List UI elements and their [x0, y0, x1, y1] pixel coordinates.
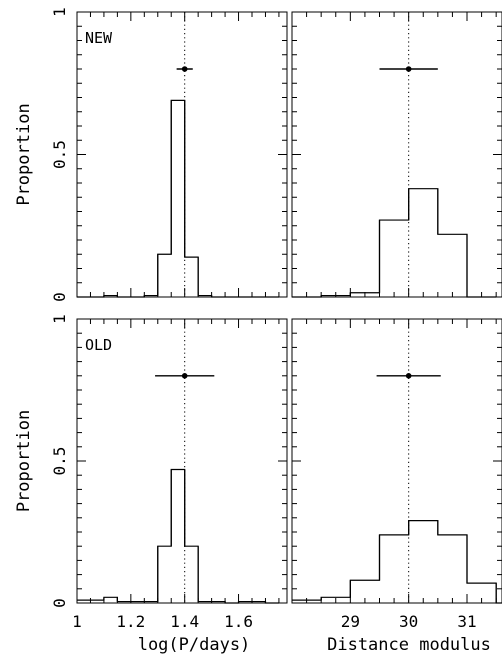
- y-tick-label: 0: [50, 598, 69, 608]
- mean-point: [181, 373, 188, 379]
- y-tick-label: 0: [50, 292, 69, 302]
- panel-old-distance: 29 30 31 Distance modulus: [291, 318, 502, 655]
- panel-old-logP: OLD 0 0.5 1 Proportion 1 1.2 1.4 1.6 log(P/days): [14, 314, 288, 655]
- y-tick-label: 1: [50, 7, 69, 17]
- plot-frame: [76, 318, 288, 604]
- x-tick-label: 30: [399, 612, 418, 631]
- x-tick-label: 29: [341, 612, 360, 631]
- y-axis-label: Proportion: [14, 103, 34, 205]
- x-tick-label: 31: [457, 612, 476, 631]
- histogram-series: [77, 99, 279, 298]
- plot-frame: [291, 11, 502, 298]
- plot-frame: [291, 318, 502, 604]
- histogram-series: [292, 188, 497, 298]
- y-tick-label: 0.5: [50, 447, 69, 476]
- x-axis-label: Distance modulus: [327, 635, 491, 655]
- x-tick-label: 1.6: [224, 612, 253, 631]
- mean-point: [181, 66, 188, 72]
- histogram-series: [77, 468, 279, 604]
- histogram-series: [292, 520, 502, 604]
- mean-point: [405, 66, 412, 72]
- x-tick-label: 1: [72, 612, 82, 631]
- x-axis-label: log(P/days): [138, 635, 251, 655]
- mean-point: [405, 373, 412, 379]
- y-tick-label: 0.5: [50, 140, 69, 169]
- x-tick-label: 1.4: [170, 612, 199, 631]
- x-tick-label: 1.2: [116, 612, 145, 631]
- panel-new-logP: NEW 0 0.5 1 Proportion: [14, 7, 288, 302]
- y-tick-label: 1: [50, 314, 69, 324]
- panel-label: OLD: [85, 336, 112, 354]
- y-axis-label: Proportion: [14, 410, 34, 512]
- plot-frame: [76, 11, 288, 298]
- panel-new-distance: [291, 11, 502, 298]
- panel-label: NEW: [85, 29, 113, 47]
